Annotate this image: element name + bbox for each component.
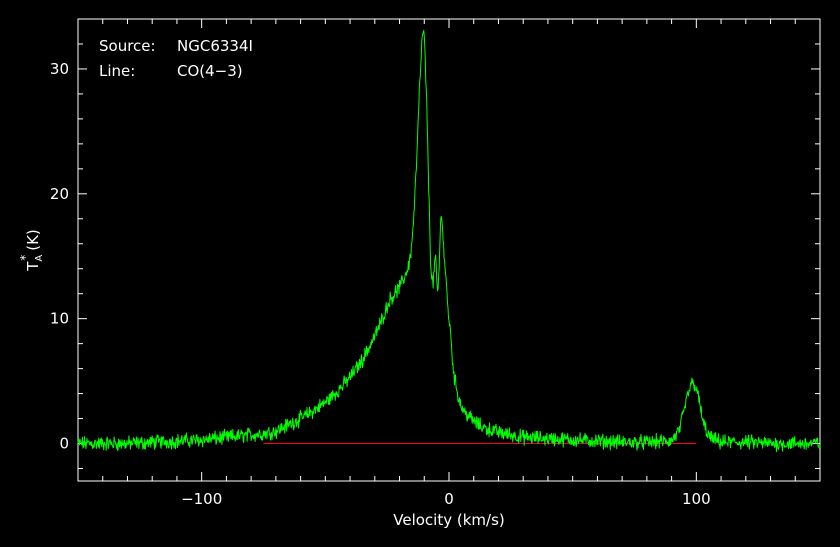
x-axis: −100 0 100 [77,19,821,508]
x-tick-label: 100 [682,490,711,508]
annotation-source-key: Source: [99,37,156,55]
y-axis-label-main: T [24,261,42,272]
x-axis-label: Velocity (km/s) [393,511,504,529]
y-axis-label-sup: * [18,255,32,261]
y-axis-label-unit: (K) [24,229,42,251]
plot-frame [77,18,821,482]
x-tick-label: −100 [181,490,222,508]
y-tick-label: 0 [59,435,69,453]
y-tick-label: 30 [50,60,69,78]
annotation-source-value: NGC6334I [177,37,253,55]
spectrum-line [77,29,821,453]
y-axis-label-sub: A [34,255,45,262]
y-tick-label: 20 [50,185,69,203]
annotation-line-key: Line: [99,62,135,80]
x-tick-label: 0 [444,490,454,508]
y-axis-label: TA* (K) [18,229,45,272]
y-axis: 0 10 20 30 [50,18,820,470]
annotation-line-value: CO(4−3) [177,62,243,80]
series-layer [77,29,821,453]
y-tick-label: 10 [50,310,69,328]
